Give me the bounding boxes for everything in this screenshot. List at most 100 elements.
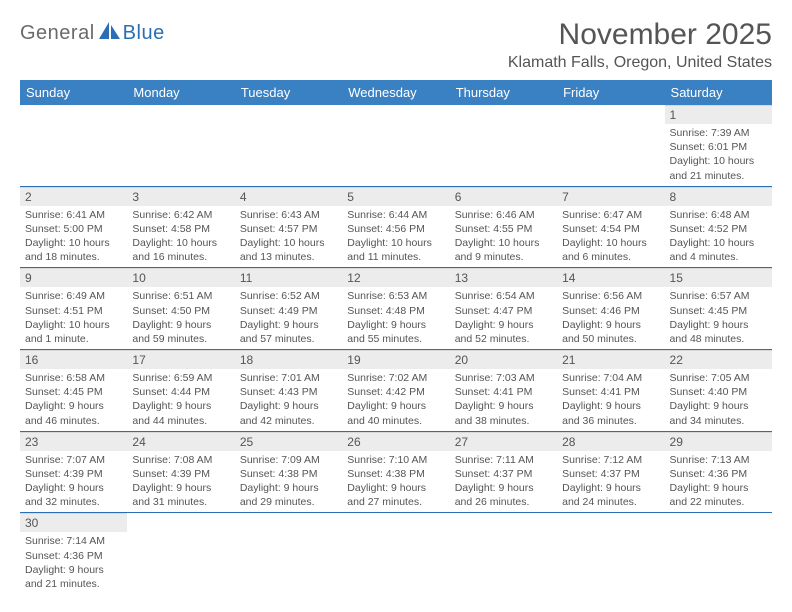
day-details: Sunrise: 6:53 AMSunset: 4:48 PMDaylight:… (342, 287, 449, 349)
day-details: Sunrise: 6:56 AMSunset: 4:46 PMDaylight:… (557, 287, 664, 349)
day-number: 3 (127, 187, 234, 206)
day-number: 20 (450, 350, 557, 369)
day-details: Sunrise: 6:43 AMSunset: 4:57 PMDaylight:… (235, 206, 342, 268)
day-number: 13 (450, 268, 557, 287)
calendar-cell: 28Sunrise: 7:12 AMSunset: 4:37 PMDayligh… (557, 431, 664, 513)
calendar-cell: 1Sunrise: 7:39 AMSunset: 6:01 PMDaylight… (665, 105, 772, 186)
calendar-cell: 27Sunrise: 7:11 AMSunset: 4:37 PMDayligh… (450, 431, 557, 513)
month-title: November 2025 (508, 18, 772, 52)
calendar-cell: 17Sunrise: 6:59 AMSunset: 4:44 PMDayligh… (127, 350, 234, 432)
day-number: 23 (20, 432, 127, 451)
calendar-cell: 10Sunrise: 6:51 AMSunset: 4:50 PMDayligh… (127, 268, 234, 350)
day-number: 11 (235, 268, 342, 287)
day-number: 4 (235, 187, 342, 206)
day-details: Sunrise: 7:10 AMSunset: 4:38 PMDaylight:… (342, 451, 449, 513)
calendar-cell: 5Sunrise: 6:44 AMSunset: 4:56 PMDaylight… (342, 186, 449, 268)
day-number: 26 (342, 432, 449, 451)
calendar-week-row: 23Sunrise: 7:07 AMSunset: 4:39 PMDayligh… (20, 431, 772, 513)
calendar-cell: 11Sunrise: 6:52 AMSunset: 4:49 PMDayligh… (235, 268, 342, 350)
day-number: 5 (342, 187, 449, 206)
calendar-cell: 15Sunrise: 6:57 AMSunset: 4:45 PMDayligh… (665, 268, 772, 350)
calendar-body: 1Sunrise: 7:39 AMSunset: 6:01 PMDaylight… (20, 105, 772, 594)
day-number: 9 (20, 268, 127, 287)
day-number: 21 (557, 350, 664, 369)
calendar-week-row: 16Sunrise: 6:58 AMSunset: 4:45 PMDayligh… (20, 350, 772, 432)
weekday-header: Friday (557, 80, 664, 105)
title-block: November 2025 Klamath Falls, Oregon, Uni… (508, 18, 772, 72)
day-number: 19 (342, 350, 449, 369)
calendar-cell: 22Sunrise: 7:05 AMSunset: 4:40 PMDayligh… (665, 350, 772, 432)
calendar-cell: 12Sunrise: 6:53 AMSunset: 4:48 PMDayligh… (342, 268, 449, 350)
calendar-cell (557, 513, 664, 594)
calendar-cell: 24Sunrise: 7:08 AMSunset: 4:39 PMDayligh… (127, 431, 234, 513)
calendar-cell: 4Sunrise: 6:43 AMSunset: 4:57 PMDaylight… (235, 186, 342, 268)
calendar-cell: 14Sunrise: 6:56 AMSunset: 4:46 PMDayligh… (557, 268, 664, 350)
calendar-cell (235, 513, 342, 594)
weekday-header-row: SundayMondayTuesdayWednesdayThursdayFrid… (20, 80, 772, 105)
day-details: Sunrise: 6:48 AMSunset: 4:52 PMDaylight:… (665, 206, 772, 268)
calendar-cell: 18Sunrise: 7:01 AMSunset: 4:43 PMDayligh… (235, 350, 342, 432)
day-details: Sunrise: 7:03 AMSunset: 4:41 PMDaylight:… (450, 369, 557, 431)
day-details: Sunrise: 7:11 AMSunset: 4:37 PMDaylight:… (450, 451, 557, 513)
day-number: 24 (127, 432, 234, 451)
day-details: Sunrise: 7:13 AMSunset: 4:36 PMDaylight:… (665, 451, 772, 513)
calendar-cell: 19Sunrise: 7:02 AMSunset: 4:42 PMDayligh… (342, 350, 449, 432)
day-details: Sunrise: 7:14 AMSunset: 4:36 PMDaylight:… (20, 532, 127, 594)
calendar-cell: 6Sunrise: 6:46 AMSunset: 4:55 PMDaylight… (450, 186, 557, 268)
calendar-week-row: 30Sunrise: 7:14 AMSunset: 4:36 PMDayligh… (20, 513, 772, 594)
day-number: 15 (665, 268, 772, 287)
day-number: 30 (20, 513, 127, 532)
day-number: 14 (557, 268, 664, 287)
day-details: Sunrise: 7:07 AMSunset: 4:39 PMDaylight:… (20, 451, 127, 513)
calendar-cell (127, 105, 234, 186)
sail-icon (99, 22, 121, 45)
weekday-header: Sunday (20, 80, 127, 105)
day-number: 2 (20, 187, 127, 206)
calendar-cell (557, 105, 664, 186)
calendar-cell: 3Sunrise: 6:42 AMSunset: 4:58 PMDaylight… (127, 186, 234, 268)
day-number: 8 (665, 187, 772, 206)
calendar-cell: 20Sunrise: 7:03 AMSunset: 4:41 PMDayligh… (450, 350, 557, 432)
logo-text-general: General (20, 22, 95, 45)
day-details: Sunrise: 6:47 AMSunset: 4:54 PMDaylight:… (557, 206, 664, 268)
day-number: 28 (557, 432, 664, 451)
calendar-cell (20, 105, 127, 186)
day-details: Sunrise: 6:57 AMSunset: 4:45 PMDaylight:… (665, 287, 772, 349)
day-number: 16 (20, 350, 127, 369)
calendar-cell (235, 105, 342, 186)
day-details: Sunrise: 6:44 AMSunset: 4:56 PMDaylight:… (342, 206, 449, 268)
logo-text-blue: Blue (123, 22, 165, 45)
calendar-cell: 26Sunrise: 7:10 AMSunset: 4:38 PMDayligh… (342, 431, 449, 513)
calendar-cell (342, 105, 449, 186)
weekday-header: Monday (127, 80, 234, 105)
calendar-cell (127, 513, 234, 594)
day-number: 29 (665, 432, 772, 451)
day-details: Sunrise: 7:09 AMSunset: 4:38 PMDaylight:… (235, 451, 342, 513)
day-number: 12 (342, 268, 449, 287)
day-number: 25 (235, 432, 342, 451)
weekday-header: Wednesday (342, 80, 449, 105)
day-number: 1 (665, 105, 772, 124)
day-details: Sunrise: 7:01 AMSunset: 4:43 PMDaylight:… (235, 369, 342, 431)
calendar-cell (342, 513, 449, 594)
day-details: Sunrise: 7:04 AMSunset: 4:41 PMDaylight:… (557, 369, 664, 431)
day-details: Sunrise: 7:02 AMSunset: 4:42 PMDaylight:… (342, 369, 449, 431)
day-details: Sunrise: 6:58 AMSunset: 4:45 PMDaylight:… (20, 369, 127, 431)
day-details: Sunrise: 6:54 AMSunset: 4:47 PMDaylight:… (450, 287, 557, 349)
calendar-cell (450, 105, 557, 186)
day-details: Sunrise: 7:05 AMSunset: 4:40 PMDaylight:… (665, 369, 772, 431)
calendar-cell: 21Sunrise: 7:04 AMSunset: 4:41 PMDayligh… (557, 350, 664, 432)
calendar-cell (665, 513, 772, 594)
calendar-week-row: 9Sunrise: 6:49 AMSunset: 4:51 PMDaylight… (20, 268, 772, 350)
weekday-header: Saturday (665, 80, 772, 105)
day-number: 10 (127, 268, 234, 287)
calendar-cell (450, 513, 557, 594)
calendar-cell: 7Sunrise: 6:47 AMSunset: 4:54 PMDaylight… (557, 186, 664, 268)
calendar-cell: 16Sunrise: 6:58 AMSunset: 4:45 PMDayligh… (20, 350, 127, 432)
day-details: Sunrise: 6:51 AMSunset: 4:50 PMDaylight:… (127, 287, 234, 349)
day-number: 17 (127, 350, 234, 369)
calendar-table: SundayMondayTuesdayWednesdayThursdayFrid… (20, 80, 772, 594)
day-number: 6 (450, 187, 557, 206)
day-number: 22 (665, 350, 772, 369)
calendar-cell: 23Sunrise: 7:07 AMSunset: 4:39 PMDayligh… (20, 431, 127, 513)
